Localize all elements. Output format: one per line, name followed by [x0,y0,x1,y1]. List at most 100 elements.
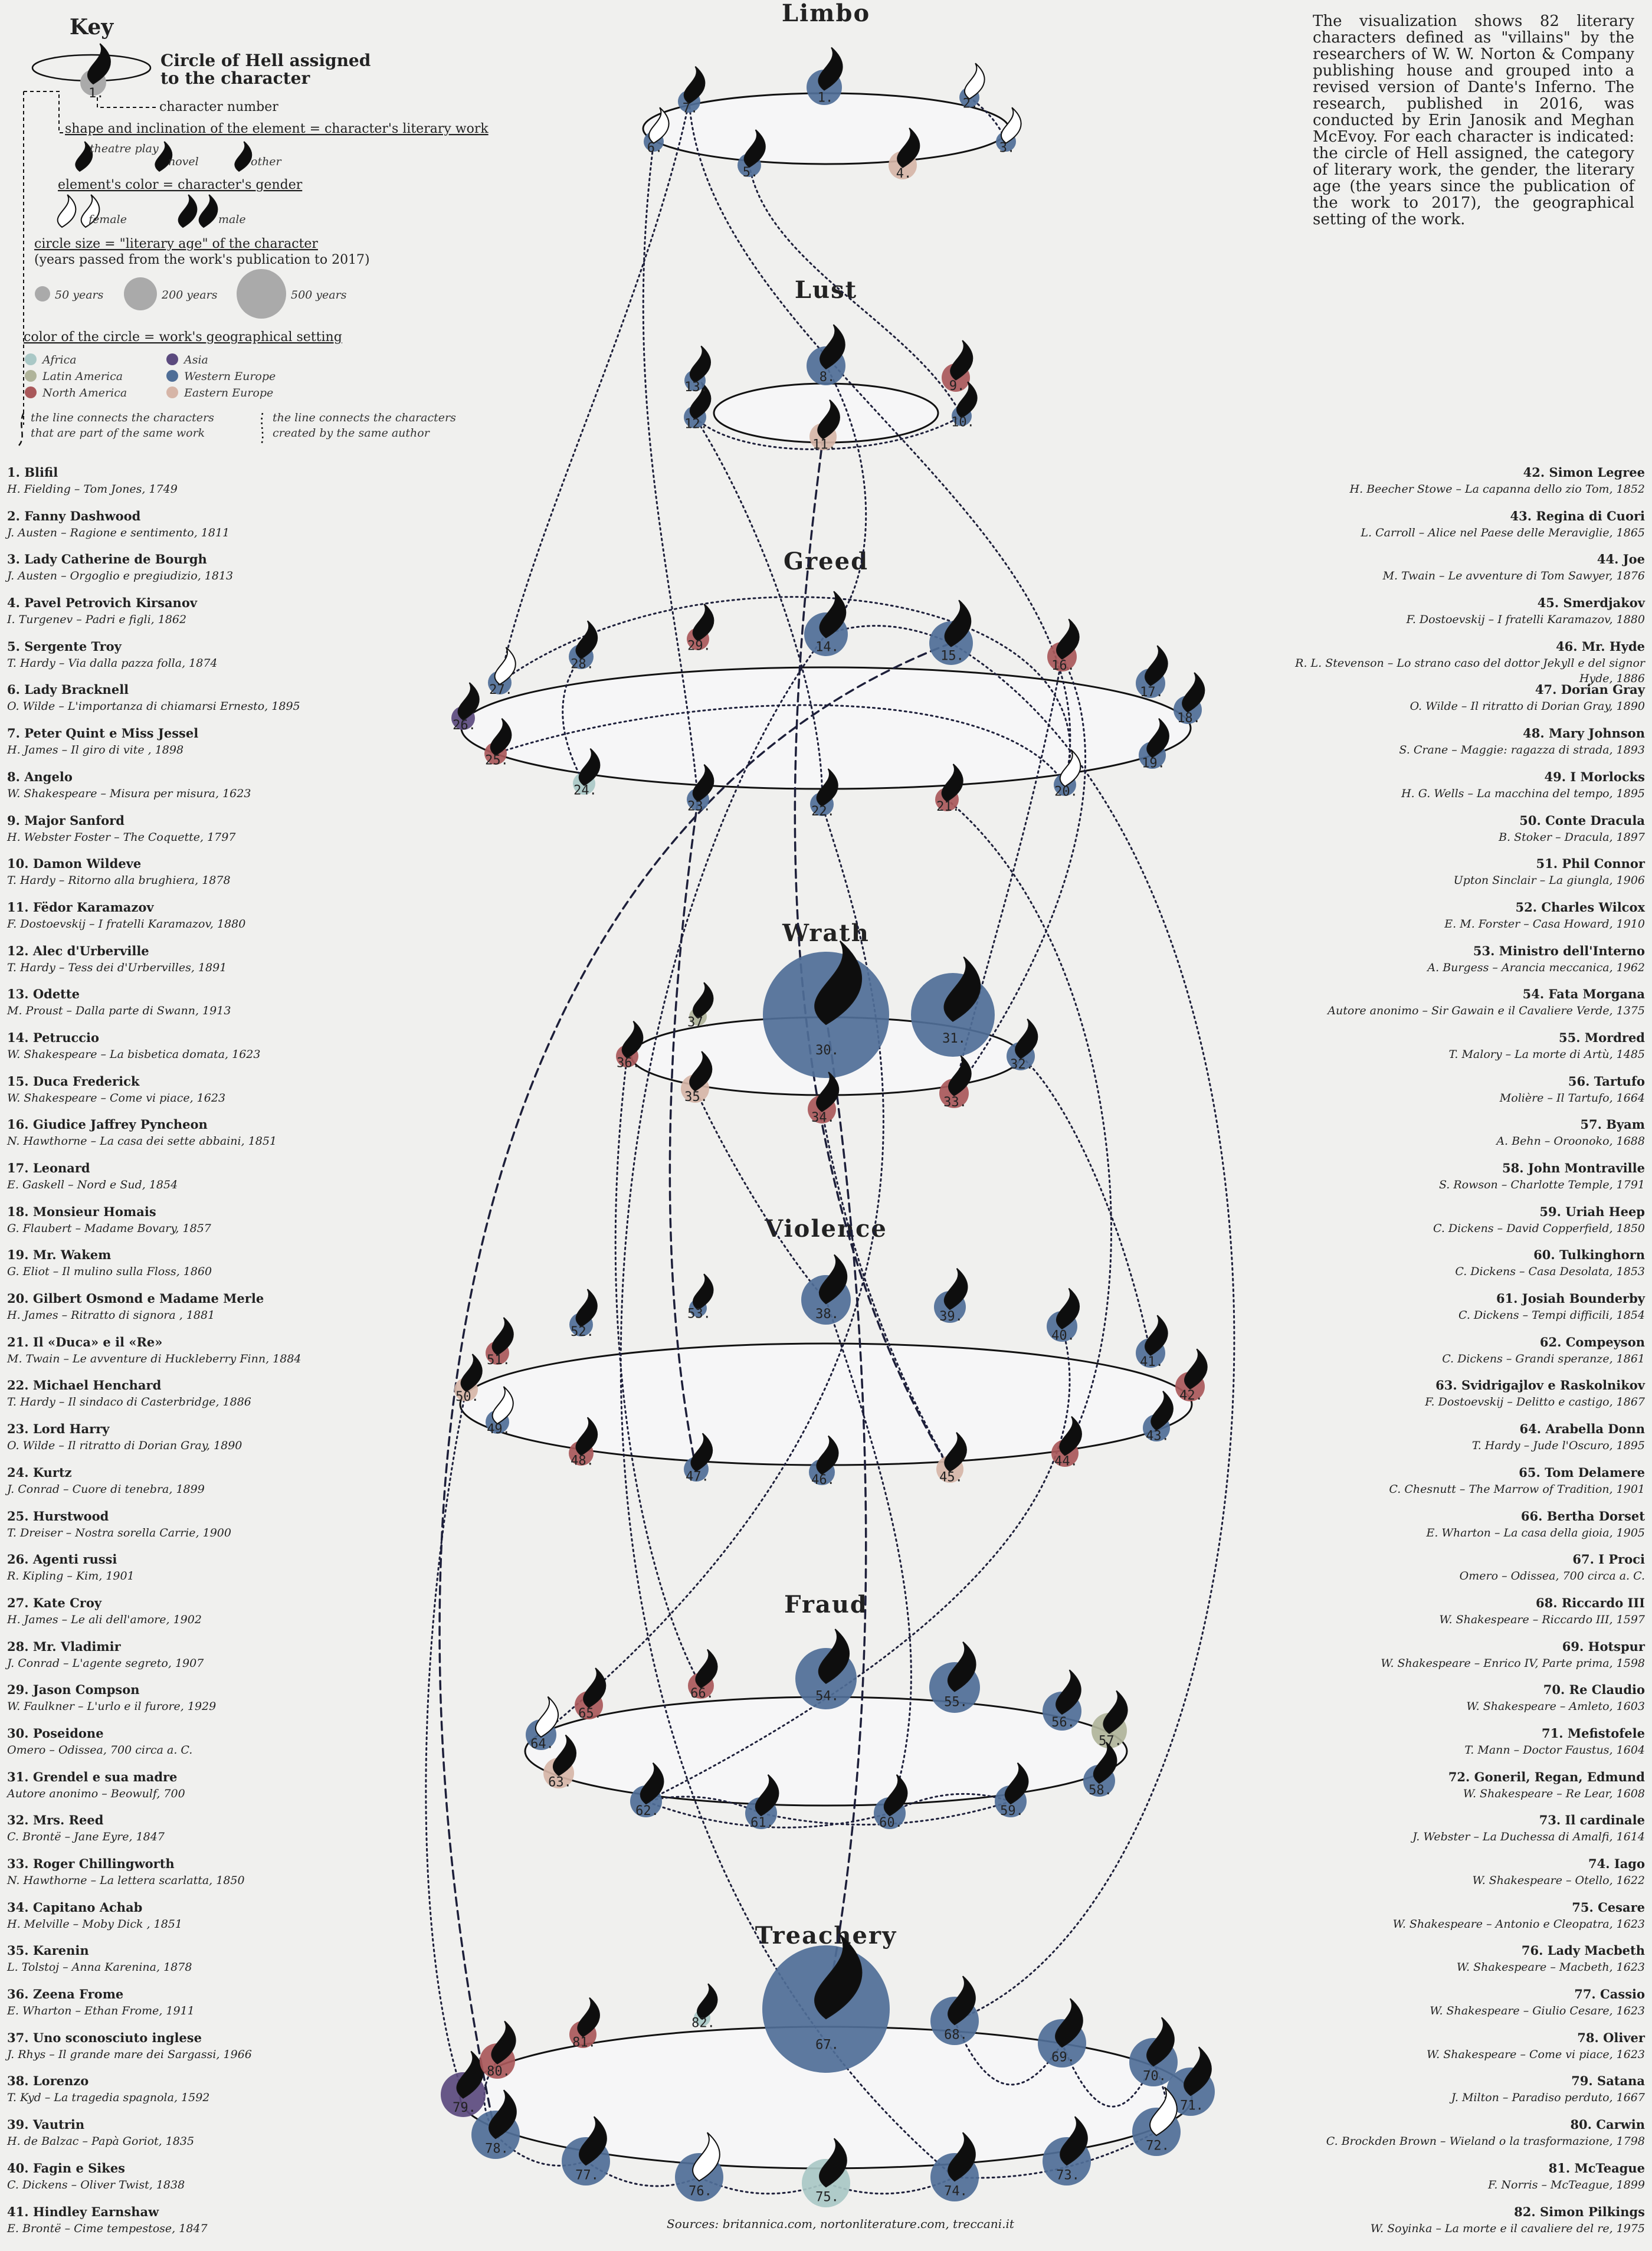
character-marker[interactable]: 23. [687,764,714,814]
character-marker[interactable]: 9. [942,340,974,394]
character-marker[interactable]: 28. [569,620,598,672]
element-icon [1149,2086,1178,2137]
element-icon [1184,2046,1212,2096]
character-marker[interactable]: 55. [929,1641,980,1713]
character-marker[interactable]: 1. [807,47,843,106]
characters: 1. 2. 3. 4. 5. 6. 7. 8. 9. 10. 11. 12. 13. 14. 15. 16. 1… [441,47,1215,2207]
character-marker[interactable]: 27. [488,647,516,697]
character-marker[interactable]: 81. [569,1997,600,2050]
character-marker[interactable]: 2. [959,63,985,111]
character-marker[interactable]: 5. [738,129,766,180]
character-marker[interactable]: 77. [562,2116,610,2186]
character-marker[interactable]: 10. [951,381,978,430]
character-marker[interactable]: 73. [1043,2116,1091,2186]
character-marker[interactable]: 62. [630,1762,664,1819]
character-marker[interactable]: 64. [526,1696,559,1752]
character-marker[interactable]: 56. [1043,1669,1081,1731]
character-marker[interactable]: 46. [809,1435,839,1488]
character-marker[interactable]: 3. [996,107,1022,155]
character-marker[interactable]: 71. [1166,2046,1215,2116]
character-marker[interactable]: 82. [691,1983,718,2031]
character-marker[interactable]: 61. [745,1774,779,1830]
character-number: 70. [1143,2069,1166,2084]
character-marker[interactable]: 51. [486,1317,514,1368]
character-marker[interactable]: 59. [995,1762,1029,1819]
character-marker[interactable]: 54. [795,1629,857,1709]
character-marker[interactable]: 67. [762,1934,890,2073]
character-marker[interactable]: 6. [644,107,670,155]
character-marker[interactable]: 44. [1051,1416,1082,1469]
character-number: 26. [453,718,476,733]
character-marker[interactable]: 49. [486,1386,514,1437]
character-work: J. Milton – Paradiso perduto, 1667 [1451,2091,1645,2105]
character-marker[interactable]: 19. [1139,718,1169,771]
character-marker[interactable]: 24. [573,748,601,798]
character-marker[interactable]: 63. [543,1734,577,1790]
list-item: 56. Tartufo Molière – Il Tartufo, 1664 [1279,1073,1645,1116]
character-marker[interactable]: 58. [1083,1742,1117,1798]
character-number: 24. [573,783,597,798]
character-marker[interactable]: 15. [929,599,973,665]
character-marker[interactable]: 39. [934,1268,968,1324]
character-name: 64. Arabella Donn [1519,1421,1645,1437]
character-marker[interactable]: 68. [930,1975,979,2045]
character-marker[interactable]: 31. [911,956,995,1057]
character-marker[interactable]: 34. [808,1072,840,1125]
character-marker[interactable]: 29. [687,604,714,654]
character-marker[interactable]: 69. [1038,1998,1086,2067]
character-marker[interactable]: 48. [569,1417,598,1469]
character-marker[interactable]: 42. [1175,1348,1208,1403]
character-marker[interactable]: 32. [1007,1018,1038,1072]
character-marker[interactable]: 22. [810,768,838,819]
character-marker[interactable]: 47. [684,1433,713,1485]
character-marker[interactable]: 75. [802,2138,850,2207]
character-marker[interactable]: 41. [1136,1315,1168,1369]
character-marker[interactable]: 26. [451,682,480,733]
character-marker[interactable]: 76. [675,2132,723,2201]
character-marker[interactable]: 70. [1129,2017,1178,2086]
character-marker[interactable]: 18. [1174,672,1205,726]
character-marker[interactable]: 66. [688,1649,718,1702]
character-marker[interactable]: 30. [763,941,889,1078]
list-item: 18. Monsieur Homais G. Flaubert – Madame … [7,1203,373,1247]
character-marker[interactable]: 11. [809,399,840,453]
character-number: 74. [944,2184,968,2199]
character-marker[interactable]: 60. [874,1774,908,1830]
character-marker[interactable]: 78. [471,2089,520,2159]
character-marker[interactable]: 79. [441,2050,486,2118]
character-marker[interactable]: 17. [1136,645,1168,700]
character-marker[interactable]: 52. [569,1289,598,1339]
character-name: 31. Grendel e sua madre [7,1769,178,1784]
character-marker[interactable]: 8. [807,324,845,385]
character-marker[interactable]: 57. [1092,1690,1128,1749]
character-marker[interactable]: 35. [681,1051,713,1105]
character-work: E. Wharton – La casa della gioia, 1905 [1426,1526,1645,1539]
element-icon [579,2116,607,2166]
character-marker[interactable]: 74. [930,2132,979,2201]
character-marker[interactable]: 53. [687,1273,714,1321]
character-marker[interactable]: 20. [1054,749,1081,800]
character-marker[interactable]: 50. [454,1354,483,1404]
character-marker[interactable]: 4. [889,127,920,181]
character-marker[interactable]: 21. [935,764,963,814]
character-work: Autore anonimo – Beowulf, 700 [7,1787,185,1800]
character-marker[interactable]: 14. [804,591,848,656]
element-icon [943,1268,968,1310]
character-marker[interactable]: 72. [1132,2086,1181,2156]
character-marker[interactable]: 65. [575,1667,607,1721]
character-marker[interactable]: 80. [480,2020,516,2079]
list-item: 42. Simon Legree H. Beecher Stowe – La ca… [1279,464,1646,507]
character-marker[interactable]: 25. [484,718,512,768]
character-name: 25. Hurstwood [7,1508,109,1523]
character-marker[interactable]: 43. [1143,1391,1174,1444]
character-marker[interactable]: 7. [678,66,706,116]
character-marker[interactable]: 40. [1047,1287,1080,1344]
character-marker[interactable]: 16. [1047,618,1080,673]
character-marker[interactable]: 45. [936,1432,967,1485]
element-icon [964,63,985,100]
character-marker[interactable]: 33. [939,1055,972,1110]
character-marker[interactable]: 37. [687,982,714,1030]
character-marker[interactable]: 13. [684,345,711,395]
character-marker[interactable]: 38. [801,1254,851,1325]
character-marker[interactable]: 36. [616,1021,644,1071]
